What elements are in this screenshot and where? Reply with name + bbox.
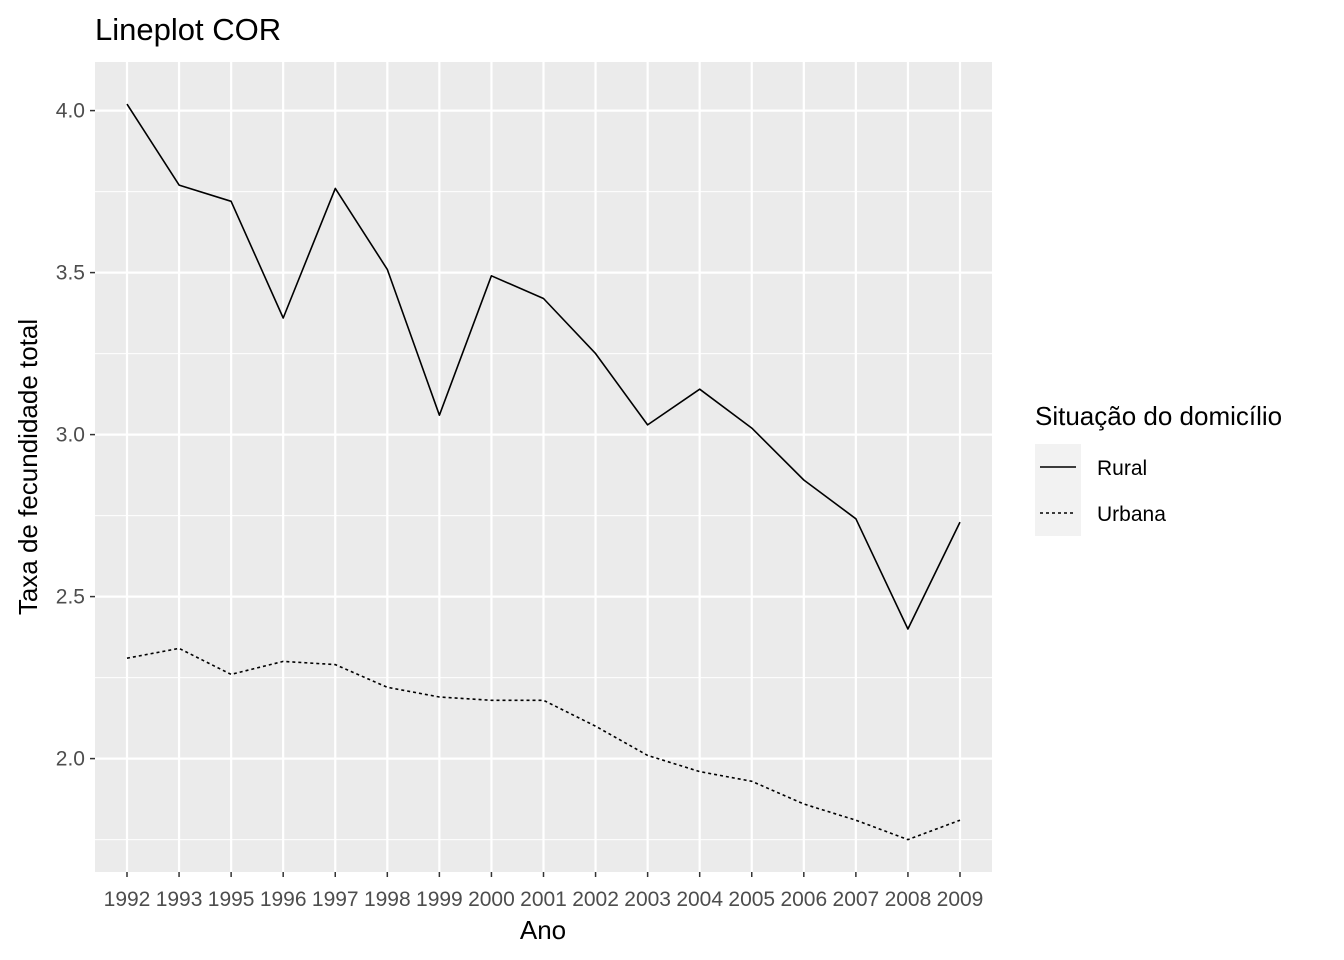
x-tick-label-2008: 2008	[885, 888, 932, 911]
x-tick-label-1999: 1999	[416, 888, 463, 911]
legend-label-urbana: Urbana	[1097, 503, 1166, 526]
x-tick-label-2001: 2001	[520, 888, 567, 911]
y-tick-label-3.0: 3.0	[56, 424, 85, 447]
x-tick-label-2000: 2000	[468, 888, 515, 911]
x-tick-label-1995: 1995	[208, 888, 255, 911]
legend-title: Situação do domicílio	[1035, 401, 1282, 431]
x-tick-label-2007: 2007	[833, 888, 880, 911]
legend: Situação do domicílio Rural Urbana	[1035, 401, 1282, 536]
chart-title: Lineplot COR	[95, 12, 281, 47]
legend-label-rural: Rural	[1097, 457, 1147, 480]
major-gridlines	[95, 62, 992, 872]
x-tick-label-1993: 1993	[156, 888, 203, 911]
x-tick-label-2005: 2005	[728, 888, 775, 911]
series-line-rural	[126, 103, 961, 630]
x-tick-label-2006: 2006	[780, 888, 827, 911]
y-tick-label-2.5: 2.5	[56, 586, 85, 609]
x-tick-label-2002: 2002	[572, 888, 619, 911]
series-line-urbana	[126, 647, 961, 841]
y-tick-label-2.0: 2.0	[56, 748, 85, 771]
y-tick-label-4.0: 4.0	[56, 100, 85, 123]
y-axis-title: Taxa de fecundidade total	[13, 319, 43, 615]
x-tick-label-1998: 1998	[364, 888, 411, 911]
x-axis-title: Ano	[520, 915, 566, 945]
x-tick-label-1997: 1997	[312, 888, 359, 911]
x-tick-label-1996: 1996	[260, 888, 307, 911]
series-lines	[126, 103, 961, 841]
x-axis: 1992 1993 1995 1996 1997 1998 1999 2000 2001 2002…	[104, 872, 984, 911]
x-tick-label-2009: 2009	[937, 888, 984, 911]
y-tick-label-3.5: 3.5	[56, 262, 85, 285]
x-tick-label-1992: 1992	[104, 888, 151, 911]
y-axis: 2.0 2.5 3.0 3.5 4.0	[56, 100, 95, 771]
x-tick-label-2003: 2003	[624, 888, 671, 911]
x-tick-label-2004: 2004	[676, 888, 723, 911]
